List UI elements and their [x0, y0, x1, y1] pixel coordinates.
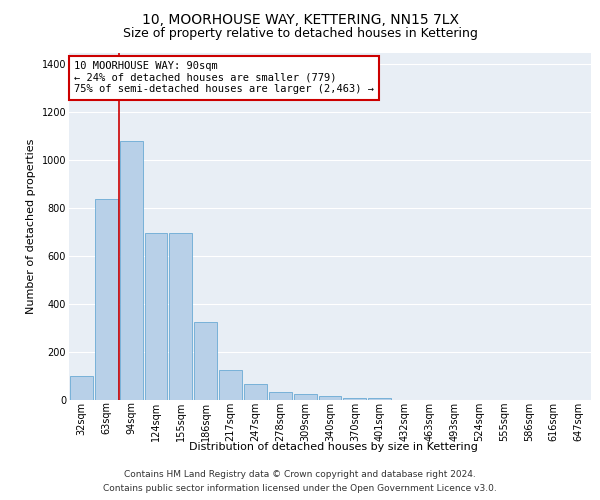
Bar [244, 384, 267, 400]
Text: Distribution of detached houses by size in Kettering: Distribution of detached houses by size … [188, 442, 478, 452]
Text: Size of property relative to detached houses in Kettering: Size of property relative to detached ho… [122, 28, 478, 40]
Bar [368, 398, 391, 400]
Text: 10, MOORHOUSE WAY, KETTERING, NN15 7LX: 10, MOORHOUSE WAY, KETTERING, NN15 7LX [142, 12, 458, 26]
Bar [343, 398, 366, 400]
Y-axis label: Number of detached properties: Number of detached properties [26, 138, 36, 314]
Bar [169, 234, 192, 400]
Text: 10 MOORHOUSE WAY: 90sqm
← 24% of detached houses are smaller (779)
75% of semi-d: 10 MOORHOUSE WAY: 90sqm ← 24% of detache… [74, 61, 374, 94]
Bar [120, 141, 143, 400]
Bar [70, 376, 93, 400]
Text: Contains public sector information licensed under the Open Government Licence v3: Contains public sector information licen… [103, 484, 497, 493]
Bar [194, 322, 217, 400]
Text: Contains HM Land Registry data © Crown copyright and database right 2024.: Contains HM Land Registry data © Crown c… [124, 470, 476, 479]
Bar [294, 394, 317, 400]
Bar [219, 370, 242, 400]
Bar [269, 392, 292, 400]
Bar [319, 396, 341, 400]
Bar [145, 234, 167, 400]
Bar [95, 198, 118, 400]
